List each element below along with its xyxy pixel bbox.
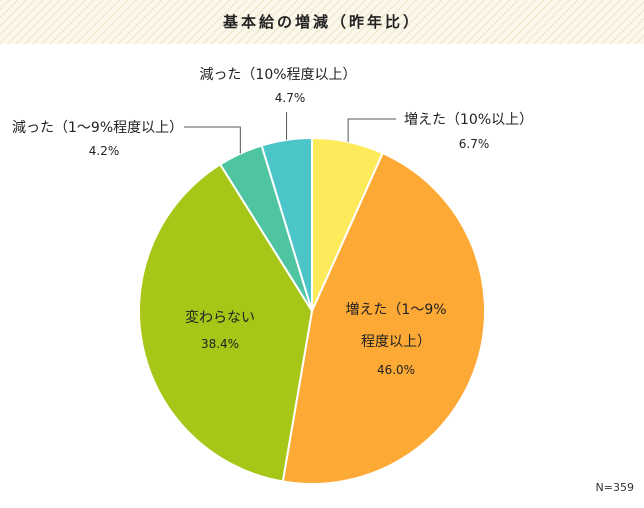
chart-title: 基本給の増減（昨年比） <box>222 13 421 31</box>
sample-size-note: N=359 <box>595 481 634 494</box>
slice-value-5: 4.7% <box>275 91 306 105</box>
slice-value-2: 46.0% <box>377 363 415 377</box>
pie-slice-2 <box>281 151 486 485</box>
leader-line-4 <box>184 126 241 154</box>
slice-label-3: 変わらない <box>185 309 255 326</box>
slice-label-2: 増えた（1〜9% <box>345 302 446 318</box>
slice-label-4: 減った（1〜9%程度以上） <box>12 119 183 136</box>
pie-slice-5 <box>260 136 313 312</box>
slice-value-1: 6.7% <box>459 137 490 151</box>
title-band <box>0 0 644 44</box>
slice-label-2-line2: 程度以上） <box>361 334 431 350</box>
slice-value-4: 4.2% <box>89 144 120 158</box>
leader-line-1 <box>347 118 396 142</box>
slice-value-3: 38.4% <box>201 337 239 351</box>
slice-label-5: 減った（10%程度以上） <box>199 66 356 83</box>
slice-label-1: 増えた（10%以上） <box>404 112 533 128</box>
